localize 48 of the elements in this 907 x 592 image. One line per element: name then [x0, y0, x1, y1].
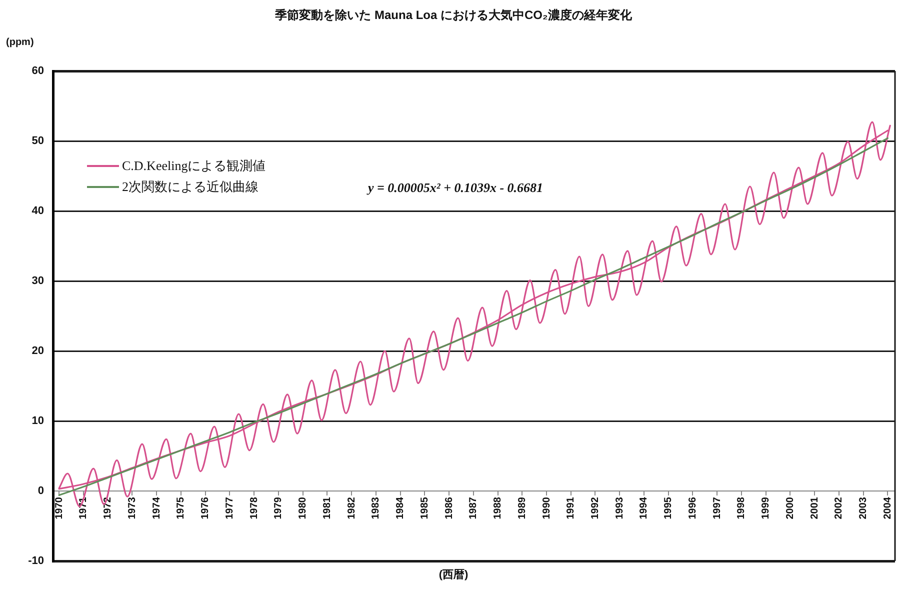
x-tick-label: 1978: [248, 496, 260, 520]
chart-title: 季節変動を除いた Mauna Loa における大気中CO₂濃度の経年変化: [274, 8, 633, 22]
x-axis-title: (西暦): [438, 569, 470, 582]
x-tick-label: 1980: [298, 496, 309, 520]
x-tick-label: 1979: [273, 496, 284, 520]
y-tick-label: -10: [28, 555, 44, 568]
x-tick-label: 1994: [638, 496, 650, 520]
x-tick-label: 1982: [346, 496, 358, 520]
y-tick-label: 20: [32, 345, 44, 358]
x-tick-label: 1993: [614, 496, 626, 520]
y-axis-title: (ppm): [6, 37, 34, 49]
y-tick-label: 50: [32, 135, 44, 148]
x-tick-label: 2004: [882, 496, 894, 520]
x-tick-label: 1990: [541, 496, 552, 520]
x-tick-label: 1976: [200, 496, 212, 520]
x-tick-label: 1998: [736, 496, 748, 520]
x-tick-label: 2003: [858, 496, 870, 520]
legend-label: 2次関数による近似曲線: [122, 178, 258, 194]
y-tick-label: 10: [32, 415, 44, 428]
x-tick-label: 1984: [395, 496, 406, 520]
x-tick-label: 1981: [322, 496, 333, 520]
annotation: y = 0.00005x² + 0.1039x - 0.6681: [368, 180, 544, 196]
x-tick-label: 1995: [663, 496, 674, 520]
x-tick-label: 2000: [784, 496, 796, 520]
x-tick-label: 1974: [151, 496, 162, 520]
x-tick-label: 1977: [224, 496, 236, 520]
x-tick-label: 1985: [419, 496, 430, 520]
y-tick-label: 60: [32, 65, 44, 78]
x-tick-label: 1987: [468, 496, 480, 520]
x-tick-label: 1989: [516, 496, 528, 520]
x-tick-label: 1996: [687, 496, 698, 520]
y-tick-label: 40: [32, 205, 44, 218]
y-tick-label: 30: [32, 275, 44, 288]
x-tick-label: 1970: [54, 496, 65, 520]
x-tick-label: 1997: [712, 496, 723, 520]
x-tick-label: 1972: [102, 496, 114, 520]
x-tick-label: 1973: [126, 496, 138, 520]
x-tick-label: 1983: [370, 496, 382, 520]
x-tick-label: 2002: [834, 496, 845, 520]
x-tick-label: 1991: [566, 496, 577, 520]
x-tick-label: 1975: [176, 496, 187, 520]
x-tick-label: 2001: [809, 496, 820, 520]
x-tick-label: 1988: [492, 496, 504, 520]
x-tick-label: 1999: [760, 496, 772, 520]
y-tick-label: 0: [38, 485, 44, 498]
legend-label: C.D.Keelingによる観測値: [122, 158, 266, 174]
x-tick-label: 1986: [444, 496, 455, 520]
x-tick-label: 1992: [590, 496, 601, 520]
